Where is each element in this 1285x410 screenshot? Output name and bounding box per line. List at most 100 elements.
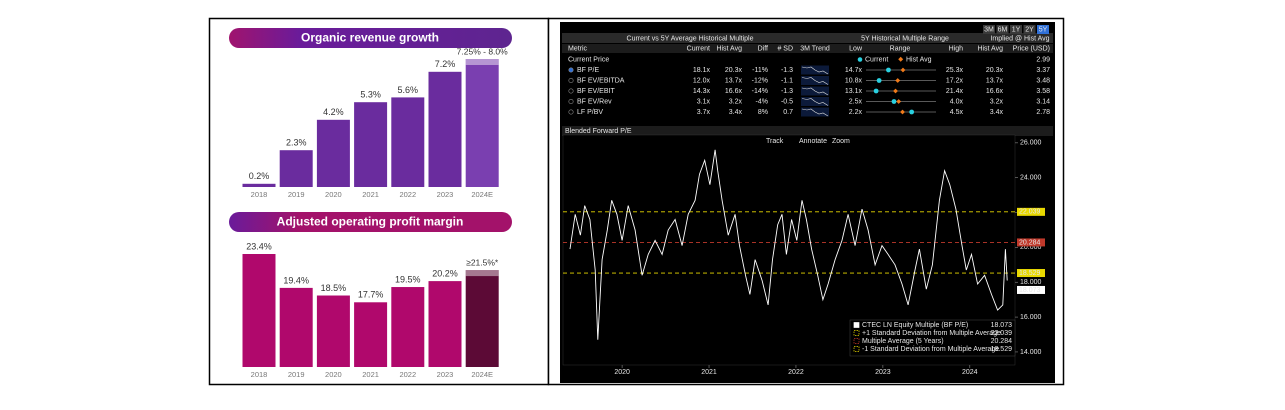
current-price: 2.99 [1036, 56, 1050, 63]
current-price-label: Current Price [568, 56, 609, 63]
x-tick-label: 2022 [399, 370, 416, 379]
column-header: Current [687, 45, 710, 52]
row-radio [568, 67, 574, 73]
x-tick-label: 2023 [875, 369, 891, 376]
chart-header-band [562, 126, 1053, 136]
cell: 16.6x [986, 88, 1004, 95]
value-label: 7.25% - 8.0% [457, 46, 508, 56]
x-tick-label: 2021 [362, 370, 379, 379]
cell: 3.4x [990, 109, 1004, 116]
x-tick-label: 2020 [325, 190, 342, 199]
cell: 3.2x [990, 98, 1004, 105]
current-marker [876, 78, 882, 83]
column-header: Metric [568, 45, 588, 52]
bar-range-highlight [465, 59, 499, 65]
current-marker [873, 88, 879, 94]
period-button[interactable]: 3M [983, 25, 995, 34]
cell: -11% [752, 67, 768, 74]
period-button-bg [1010, 25, 1022, 34]
column-header: 3M Trend [800, 45, 830, 52]
legend-label: CTEC LN Equity Multiple (BF P/E) [862, 322, 968, 329]
cell: 25.3x [946, 67, 964, 74]
column-header: Diff [758, 45, 768, 52]
cell: 3.48 [1036, 77, 1050, 84]
reference-label-bg [1017, 207, 1045, 216]
x-tick-label: 2022 [788, 369, 804, 376]
y-tick-label: 24.000 [1020, 175, 1042, 182]
cell: -1.1 [781, 77, 793, 84]
x-tick-label: 2023 [437, 190, 454, 199]
cell: 3.2x [729, 98, 743, 105]
cell: 13.7x [986, 77, 1004, 84]
reference-label-bg [1017, 269, 1045, 278]
last-value-bg [1017, 285, 1045, 294]
bar [242, 183, 276, 187]
x-tick-label: 2019 [288, 370, 305, 379]
cell: 17.2x [946, 77, 964, 84]
bar [354, 102, 388, 187]
legend-swatch [853, 338, 860, 344]
value-label: 17.7% [358, 290, 384, 300]
bar [465, 270, 499, 367]
cell: 20.3x [986, 67, 1004, 74]
metric-name: BF P/E [577, 67, 600, 74]
title-pill [229, 212, 512, 232]
cell: 3.4x [729, 109, 743, 116]
trend-sparkline [801, 98, 829, 106]
row-radio [568, 88, 574, 94]
bar [316, 119, 350, 187]
legend-value: 18.073 [991, 322, 1013, 329]
period-button-label: 2Y [1025, 27, 1034, 34]
x-tick-label: 2024 [962, 369, 978, 376]
column-header: High [949, 45, 964, 52]
cell: 2.5x [849, 98, 863, 105]
cell: 8% [758, 109, 768, 116]
legend-label: Multiple Average (5 Years) [862, 338, 944, 345]
chart-tool: Track [766, 138, 784, 145]
x-tick-label: 2021 [362, 190, 379, 199]
value-label: 4.2% [323, 107, 344, 117]
period-button[interactable]: 5Y [1037, 25, 1049, 34]
legend-label: +1 Standard Deviation from Multiple Aver… [862, 330, 1001, 337]
value-label: 23.4% [246, 241, 272, 251]
cell: 3.7x [697, 109, 711, 116]
reference-label-bg [1017, 238, 1045, 247]
y-tick-label: 20.000 [1020, 244, 1042, 251]
cell: 4.5x [950, 109, 964, 116]
header-band [562, 44, 1053, 53]
legend-value: 22.039 [991, 330, 1013, 337]
chart-title: Organic revenue growth [301, 31, 439, 45]
bar [316, 295, 350, 367]
cell: -4% [756, 98, 768, 105]
cell: 3.1x [697, 98, 711, 105]
period-button[interactable]: 1Y [1010, 25, 1022, 34]
legend-current-dot [857, 57, 863, 62]
reference-label: 18.529 [1019, 270, 1041, 277]
cell: 12.0x [693, 77, 711, 84]
y-tick-label: 14.000 [1020, 349, 1042, 356]
row-radio [568, 109, 574, 115]
chart-tool: Annotate [799, 138, 827, 145]
row-radio [568, 78, 574, 84]
legend-value: 20.284 [991, 338, 1013, 345]
x-tick-label: 2022 [399, 190, 416, 199]
column-header: Range [890, 45, 911, 52]
period-button[interactable]: 2Y [1023, 25, 1036, 34]
cell: 14.7x [845, 67, 863, 74]
value-label: 20.2% [432, 268, 458, 278]
chart-tool: Zoom [832, 138, 850, 145]
period-button[interactable]: 6M [996, 25, 1009, 34]
value-label: 18.5% [321, 283, 347, 293]
x-tick-label: 2024E [471, 370, 493, 379]
cell: 14.3x [693, 88, 711, 95]
cell: -0.5 [781, 98, 793, 105]
period-button-label: 6M [998, 27, 1008, 34]
bar [242, 254, 276, 367]
cell: 2.78 [1036, 109, 1050, 116]
bar [428, 71, 462, 187]
period-button-label: 1Y [1012, 27, 1021, 34]
legend-label: -1 Standard Deviation from Multiple Aver… [862, 346, 999, 353]
cell: 20.3x [725, 67, 743, 74]
period-button-bg [996, 25, 1009, 34]
